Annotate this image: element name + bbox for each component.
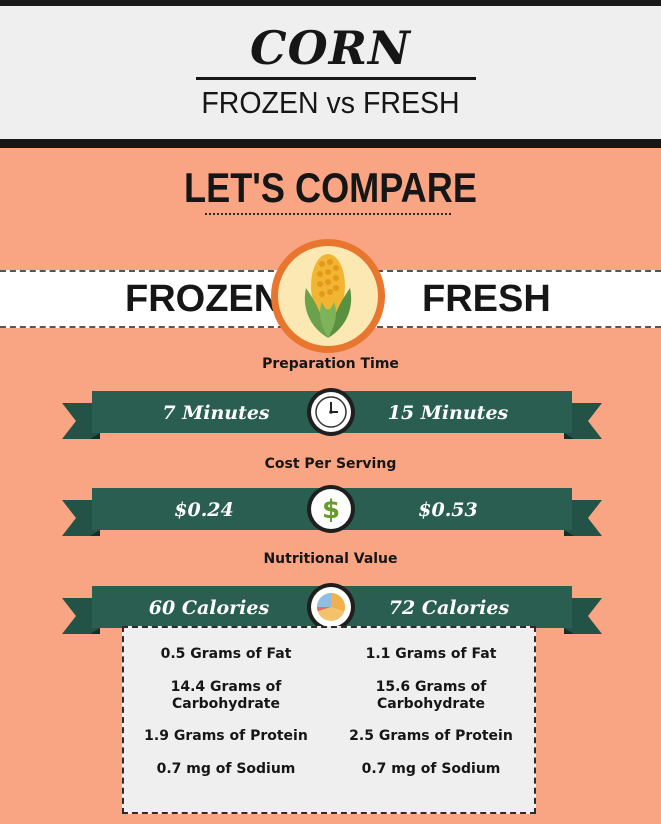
pie-chart-icon	[317, 593, 345, 621]
svg-text:$: $	[322, 495, 340, 525]
section-label-nutrition: Nutritional Value	[263, 551, 398, 567]
compare-divider	[205, 213, 451, 215]
fresh-carbohydrate: 15.6 Grams of Carbohydrate	[375, 679, 487, 712]
section-label-preparation: Preparation Time	[262, 356, 399, 372]
frozen-cost: $0.24	[174, 499, 234, 521]
page-subtitle: FROZEN vs FRESH	[201, 85, 460, 120]
fresh-sodium: 0.7 mg of Sodium	[361, 761, 501, 777]
fresh-fat: 1.1 Grams of Fat	[365, 646, 497, 662]
fresh-label: FRESH	[422, 278, 551, 320]
header-bottom-bar	[0, 139, 661, 148]
frozen-label: FROZEN	[125, 278, 282, 320]
frozen-fat: 0.5 Grams of Fat	[160, 646, 292, 662]
corn-icon	[304, 254, 352, 338]
section-label-cost: Cost Per Serving	[264, 456, 397, 472]
title-divider	[196, 77, 476, 80]
fresh-protein: 2.5 Grams of Protein	[349, 728, 513, 744]
frozen-protein: 1.9 Grams of Protein	[144, 728, 308, 744]
pie-badge	[307, 583, 355, 631]
frozen-carbohydrate: 14.4 Grams of Carbohydrate	[170, 679, 282, 712]
dollar-badge: $	[307, 485, 355, 533]
frozen-sodium: 0.7 mg of Sodium	[156, 761, 296, 777]
nutrition-table	[122, 626, 536, 814]
frozen-calories: 60 Calories	[148, 597, 270, 619]
page-title: CORN	[250, 21, 411, 75]
clock-badge	[307, 388, 355, 436]
fresh-calories: 72 Calories	[388, 597, 510, 619]
frozen-prep-time: 7 Minutes	[162, 402, 270, 424]
header	[0, 0, 661, 142]
compare-heading: LET'S COMPARE	[184, 164, 477, 211]
fresh-cost: $0.53	[418, 499, 478, 521]
clock-icon	[315, 396, 347, 428]
fresh-prep-time: 15 Minutes	[387, 402, 509, 424]
dollar-icon: $	[322, 495, 340, 525]
